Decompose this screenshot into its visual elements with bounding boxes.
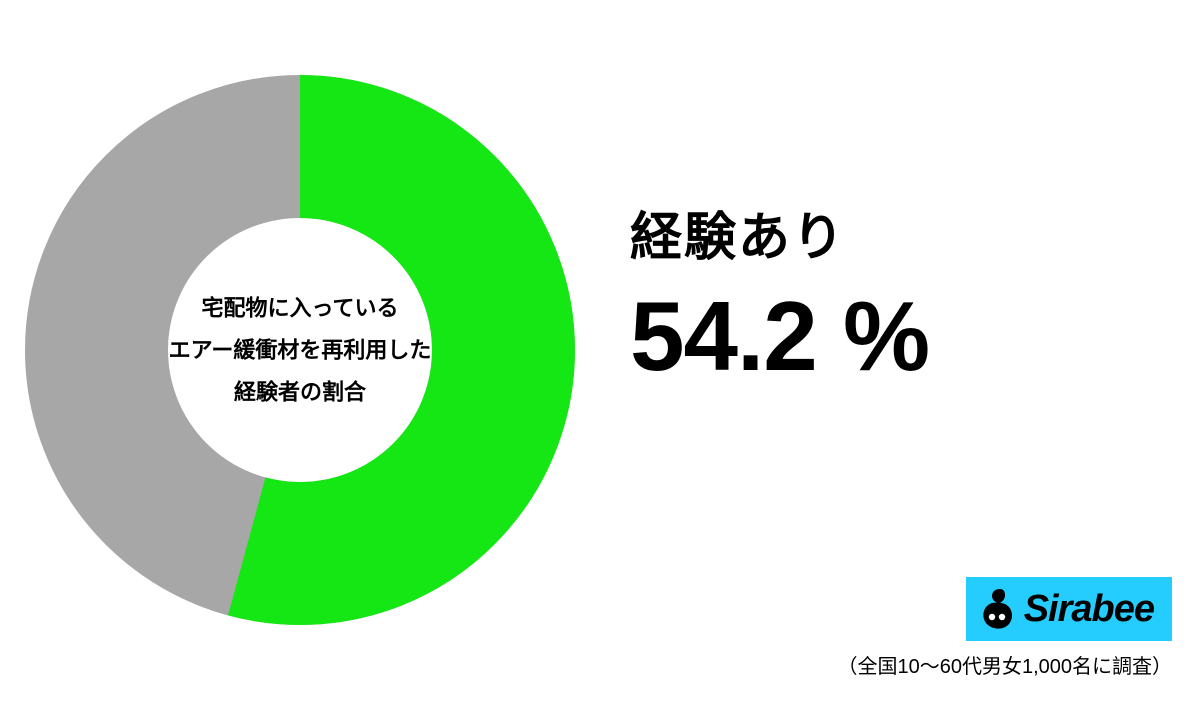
sirabee-logo-text: Sirabee — [1024, 588, 1154, 631]
center-line-3: 経験者の割合 — [169, 371, 432, 413]
result-label: 経験あり — [630, 195, 1170, 270]
center-line-1: 宅配物に入っている — [169, 287, 432, 329]
result-block: 経験あり 54.2 % — [630, 195, 1170, 393]
donut-chart: 宅配物に入っている エアー緩衝材を再利用した 経験者の割合 — [25, 75, 575, 625]
result-value: 54.2 % — [630, 280, 1170, 393]
infographic-stage: 宅配物に入っている エアー緩衝材を再利用した 経験者の割合 経験あり 54.2 … — [0, 0, 1200, 701]
sirabee-logo-icon — [980, 587, 1014, 631]
donut-center-label: 宅配物に入っている エアー緩衝材を再利用した 経験者の割合 — [169, 287, 432, 412]
survey-note: （全国10〜60代男女1,000名に調査） — [837, 650, 1172, 679]
center-line-2: エアー緩衝材を再利用した — [169, 329, 432, 371]
sirabee-logo: Sirabee — [966, 577, 1172, 641]
